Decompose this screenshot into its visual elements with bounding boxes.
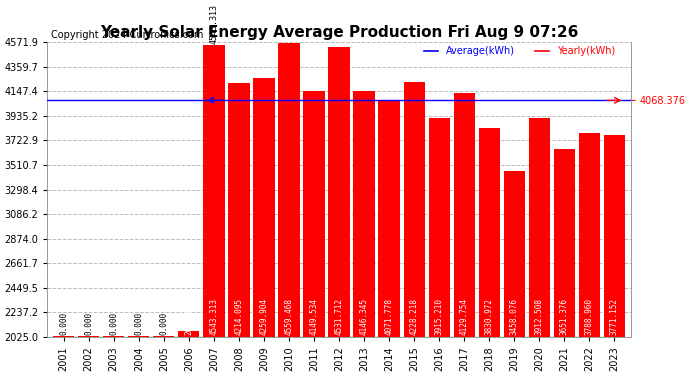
Text: 0.000: 0.000 xyxy=(84,312,93,334)
Text: 4559.468: 4559.468 xyxy=(284,298,293,334)
Bar xyxy=(304,91,325,337)
Text: 2074.676: 2074.676 xyxy=(184,298,193,334)
Bar xyxy=(504,171,525,337)
Bar xyxy=(178,331,199,337)
Bar xyxy=(103,336,124,337)
Text: 0.000: 0.000 xyxy=(109,312,118,334)
Bar xyxy=(479,128,500,337)
Text: 3912.508: 3912.508 xyxy=(535,298,544,334)
Bar xyxy=(53,336,75,337)
Text: 4531.712: 4531.712 xyxy=(335,298,344,334)
Text: 0.000: 0.000 xyxy=(135,312,144,334)
Bar xyxy=(228,84,250,337)
Text: 3788.960: 3788.960 xyxy=(585,298,594,334)
Bar xyxy=(453,93,475,337)
Bar xyxy=(204,45,224,337)
Text: 0.000: 0.000 xyxy=(59,312,68,334)
Bar xyxy=(379,100,400,337)
Bar xyxy=(128,336,150,337)
Text: 3771.152: 3771.152 xyxy=(610,298,619,334)
Text: 4259.904: 4259.904 xyxy=(259,298,268,334)
Bar xyxy=(404,82,425,337)
Text: 3458.076: 3458.076 xyxy=(510,298,519,334)
Text: 4149.534: 4149.534 xyxy=(310,298,319,334)
Text: 4543.313: 4543.313 xyxy=(209,298,219,334)
Text: 4228.218: 4228.218 xyxy=(410,298,419,334)
Bar xyxy=(78,336,99,337)
Bar xyxy=(428,118,450,337)
Bar xyxy=(353,92,375,337)
Title: Yearly Solar Energy Average Production Fri Aug 9 07:26: Yearly Solar Energy Average Production F… xyxy=(100,24,578,39)
Text: 4146.345: 4146.345 xyxy=(359,298,368,334)
Bar xyxy=(153,336,175,337)
Text: 3830.972: 3830.972 xyxy=(485,298,494,334)
Text: 3915.210: 3915.210 xyxy=(435,298,444,334)
Text: 4071.778: 4071.778 xyxy=(384,298,393,334)
Text: 4543.313: 4543.313 xyxy=(209,4,219,44)
Bar xyxy=(579,133,600,337)
Bar xyxy=(604,135,625,337)
Bar xyxy=(278,44,299,337)
Legend: Average(kWh), Yearly(kWh): Average(kWh), Yearly(kWh) xyxy=(420,42,619,60)
Text: 3651.376: 3651.376 xyxy=(560,298,569,334)
Text: 0.000: 0.000 xyxy=(159,312,168,334)
Bar xyxy=(529,118,550,337)
Bar xyxy=(253,78,275,337)
Text: 4214.095: 4214.095 xyxy=(235,298,244,334)
Bar xyxy=(328,47,350,337)
Text: 4129.754: 4129.754 xyxy=(460,298,469,334)
Bar xyxy=(554,148,575,337)
Text: Copyright 2024 Curtronics.com: Copyright 2024 Curtronics.com xyxy=(51,30,204,40)
